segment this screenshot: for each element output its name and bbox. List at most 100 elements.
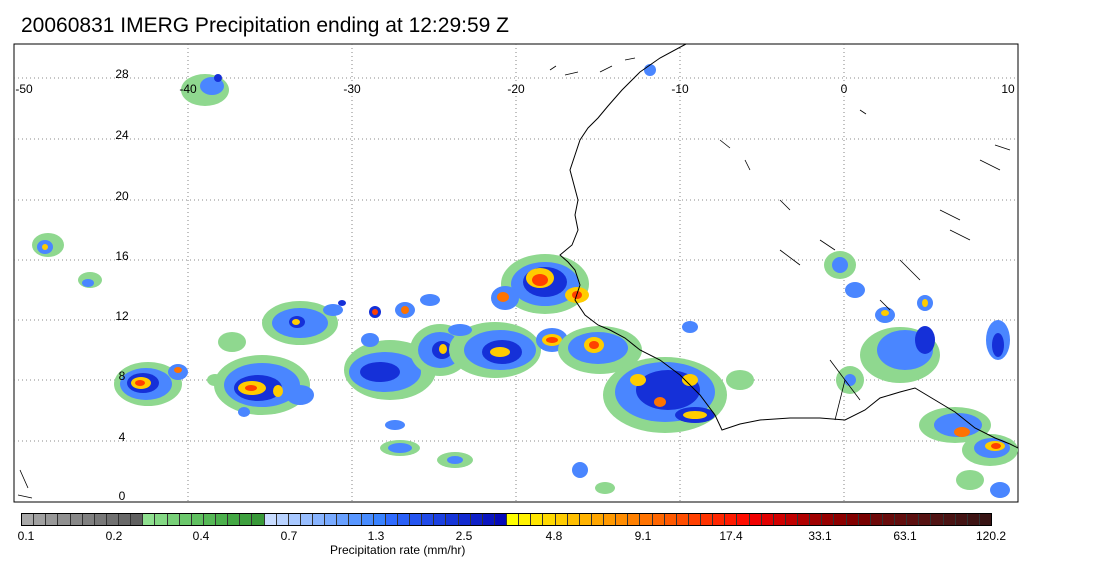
- colorbar-label: 17.4: [719, 529, 743, 543]
- colorbar-label: 0.7: [280, 529, 298, 543]
- colorbar-swatch: [216, 514, 229, 525]
- longitude-labels: -50 -40 -30 -20 -10 0 10: [15, 82, 1015, 96]
- colorbar-swatch: [422, 514, 435, 525]
- colorbar-label: 0.4: [192, 529, 210, 543]
- lat-label-16: 16: [115, 249, 129, 263]
- colorbar-swatch: [567, 514, 580, 525]
- lat-label-0: 0: [119, 489, 126, 503]
- colorbar-swatch: [543, 514, 556, 525]
- lat-label-28: 28: [115, 67, 129, 81]
- colorbar-swatch: [858, 514, 871, 525]
- colorbar-swatch: [385, 514, 398, 525]
- colorbar-swatch: [228, 514, 241, 525]
- colorbar-label: 2.5: [455, 529, 473, 543]
- colorbar-swatch: [664, 514, 677, 525]
- colorbar-swatch: [725, 514, 738, 525]
- colorbar-swatch: [579, 514, 592, 525]
- colorbar-swatch: [785, 514, 798, 525]
- colorbar-swatch: [240, 514, 253, 525]
- colorbar-label: 63.1: [893, 529, 917, 543]
- colorbar-swatch: [494, 514, 507, 525]
- colorbar-swatch: [907, 514, 920, 525]
- colorbar-swatch: [470, 514, 483, 525]
- colorbar-swatch: [749, 514, 762, 525]
- colorbar-swatch: [955, 514, 968, 525]
- colorbar-swatch: [931, 514, 944, 525]
- colorbar-swatch: [22, 514, 35, 525]
- lon-label-neg50: -50: [15, 82, 33, 96]
- colorbar-swatch: [798, 514, 811, 525]
- colorbar-swatch: [919, 514, 932, 525]
- colorbar-swatch: [70, 514, 83, 525]
- colorbar-swatch: [361, 514, 374, 525]
- colorbar-swatch: [337, 514, 350, 525]
- latitude-labels: 28 24 20 16 12 8 4 0: [115, 67, 129, 503]
- colorbar-swatch: [846, 514, 859, 525]
- colorbar-swatch: [604, 514, 617, 525]
- colorbar-swatch: [591, 514, 604, 525]
- colorbar-swatch: [761, 514, 774, 525]
- colorbar-swatch: [628, 514, 641, 525]
- colorbar-swatch: [325, 514, 338, 525]
- colorbar-label: 0.2: [105, 529, 123, 543]
- coastline-fragments: [17, 57, 1011, 499]
- colorbar-swatch: [131, 514, 144, 525]
- colorbar-swatch: [979, 514, 991, 525]
- colorbar-swatch: [519, 514, 532, 525]
- colorbar-swatch: [252, 514, 265, 525]
- colorbar-swatch: [264, 514, 277, 525]
- colorbar-swatch: [531, 514, 544, 525]
- colorbar-swatch: [34, 514, 47, 525]
- colorbar-swatch: [143, 514, 156, 525]
- colorbar-swatch: [167, 514, 180, 525]
- lat-label-12: 12: [115, 309, 129, 323]
- colorbar-swatch: [482, 514, 495, 525]
- colorbar-swatch: [82, 514, 95, 525]
- coastline-west-africa: [559, 43, 1019, 449]
- colorbar-label: 9.1: [634, 529, 652, 543]
- colorbar-swatch: [688, 514, 701, 525]
- colorbar-swatch: [446, 514, 459, 525]
- colorbar-swatch: [397, 514, 410, 525]
- colorbar-swatch: [616, 514, 629, 525]
- colorbar-swatch: [773, 514, 786, 525]
- colorbar-swatch: [882, 514, 895, 525]
- colorbar-swatch: [810, 514, 823, 525]
- colorbar-label: 0.1: [17, 529, 35, 543]
- colorbar-swatch: [870, 514, 883, 525]
- lon-label-neg20: -20: [507, 82, 525, 96]
- colorbar-label: 4.8: [545, 529, 563, 543]
- lat-label-4: 4: [119, 430, 126, 444]
- colorbar-swatch: [640, 514, 653, 525]
- lat-label-24: 24: [115, 128, 129, 142]
- colorbar-swatch: [434, 514, 447, 525]
- colorbar-swatch: [410, 514, 423, 525]
- lon-label-neg30: -30: [343, 82, 361, 96]
- colorbar-swatch: [822, 514, 835, 525]
- lon-label-10: 10: [1001, 82, 1015, 96]
- colorbar-swatch: [701, 514, 714, 525]
- colorbar-swatch: [507, 514, 520, 525]
- lat-label-8: 8: [119, 369, 126, 383]
- colorbar-swatch: [373, 514, 386, 525]
- colorbar-swatch: [834, 514, 847, 525]
- colorbar-swatch: [46, 514, 59, 525]
- colorbar-swatch: [155, 514, 168, 525]
- colorbar-swatch: [895, 514, 908, 525]
- colorbar-swatch: [676, 514, 689, 525]
- lon-label-neg40: -40: [179, 82, 197, 96]
- colorbar-swatch: [943, 514, 956, 525]
- colorbar-swatch: [652, 514, 665, 525]
- colorbar-label: 1.3: [367, 529, 385, 543]
- colorbar-swatch: [737, 514, 750, 525]
- precipitation-map: -50 -40 -30 -20 -10 0 10 28 24 20 16 12 …: [13, 43, 1019, 503]
- colorbar-swatch: [288, 514, 301, 525]
- colorbar-swatch: [94, 514, 107, 525]
- colorbar-units: Precipitation rate (mm/hr): [330, 543, 466, 557]
- colorbar-swatch: [967, 514, 980, 525]
- colorbar-swatch: [58, 514, 71, 525]
- colorbar-swatch: [179, 514, 192, 525]
- map-title: 20060831 IMERG Precipitation ending at 1…: [21, 14, 509, 37]
- colorbar-swatch: [349, 514, 362, 525]
- lon-label-neg10: -10: [671, 82, 689, 96]
